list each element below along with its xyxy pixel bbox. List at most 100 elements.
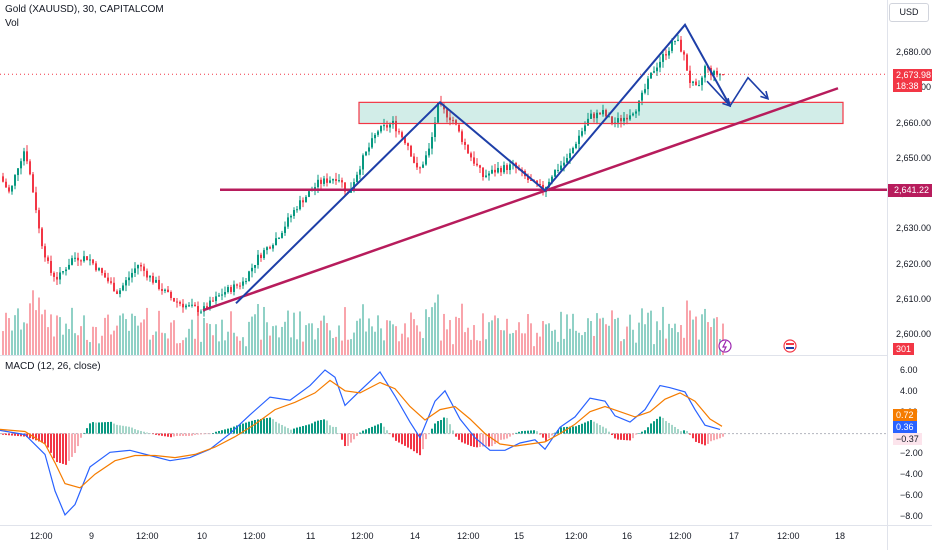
candle-body bbox=[8, 187, 10, 192]
macd-hist-bar bbox=[659, 416, 661, 434]
candle-body bbox=[467, 144, 469, 154]
volume-bar bbox=[284, 321, 286, 355]
macd-hist-bar bbox=[473, 433, 475, 447]
volume-bar bbox=[626, 326, 628, 355]
candle-body bbox=[620, 118, 622, 122]
volume-bar bbox=[26, 323, 28, 355]
volume-bar bbox=[2, 331, 4, 355]
price-tick-label: 2,680.00 bbox=[896, 47, 932, 57]
volume-bar bbox=[200, 341, 202, 355]
currency-button[interactable]: USD bbox=[889, 3, 929, 22]
candle-body bbox=[389, 124, 391, 128]
candle-body bbox=[722, 74, 724, 76]
volume-bar bbox=[236, 336, 238, 355]
macd-hist-bar bbox=[554, 432, 556, 434]
candle-body bbox=[563, 162, 565, 166]
volume-bar bbox=[257, 304, 259, 355]
volume-bar bbox=[344, 307, 346, 355]
volume-bar bbox=[302, 341, 304, 355]
volume-bar bbox=[329, 330, 331, 355]
volume-bar bbox=[554, 329, 556, 355]
macd-hist-bar bbox=[251, 420, 253, 434]
flag-stripe bbox=[786, 347, 794, 349]
candle-body bbox=[212, 300, 214, 302]
candle-body bbox=[443, 104, 445, 110]
candle-body bbox=[254, 264, 256, 268]
volume-bar bbox=[437, 294, 439, 355]
price-tick-label: 2,630.00 bbox=[896, 223, 932, 234]
candle-body bbox=[668, 50, 670, 56]
volume-bar bbox=[218, 341, 220, 355]
volume-bar bbox=[191, 319, 193, 355]
candle-body bbox=[554, 170, 556, 177]
volume-bar bbox=[245, 346, 247, 355]
volume-bar bbox=[287, 310, 289, 355]
volume-bar bbox=[248, 321, 250, 355]
macd-hist-bar bbox=[470, 433, 472, 447]
candle-body bbox=[146, 270, 148, 278]
candle-body bbox=[200, 311, 202, 313]
volume-bar bbox=[62, 334, 64, 355]
macd-tick-label: −2.00 bbox=[900, 448, 923, 459]
macd-hist-bar bbox=[437, 421, 439, 434]
candle-body bbox=[35, 192, 37, 211]
volume-bar bbox=[521, 333, 523, 355]
macd-hist-bar bbox=[23, 433, 25, 437]
volume-bar bbox=[548, 323, 550, 355]
macd-hist-bar bbox=[536, 431, 538, 434]
candle-body bbox=[188, 305, 190, 307]
volume-bar bbox=[692, 319, 694, 355]
macd-hist-bar bbox=[113, 423, 115, 434]
volume-bar bbox=[260, 339, 262, 355]
macd-hist-bar bbox=[440, 420, 442, 434]
candle-body bbox=[395, 120, 397, 132]
macd-hist-bar bbox=[368, 428, 370, 434]
candle-body bbox=[320, 179, 322, 184]
candle-body bbox=[536, 180, 538, 184]
macd-hist-bar bbox=[173, 433, 175, 437]
candle-body bbox=[656, 67, 658, 72]
candle-body bbox=[287, 217, 289, 227]
time-tick-label: 18 bbox=[835, 531, 846, 541]
candle-body bbox=[551, 176, 553, 182]
candle-body bbox=[677, 39, 679, 41]
volume-bar bbox=[467, 327, 469, 355]
macd-hist-bar bbox=[506, 433, 508, 439]
volume-bar bbox=[455, 316, 457, 355]
macd-hist-bar bbox=[545, 433, 547, 441]
candle-body bbox=[128, 277, 130, 281]
macd-hist-bar bbox=[401, 433, 403, 445]
candle-body bbox=[155, 279, 157, 283]
candle-body bbox=[59, 272, 61, 280]
volume-bar bbox=[107, 314, 109, 355]
candle-body bbox=[368, 147, 370, 152]
macd-hist-bar bbox=[92, 422, 94, 434]
candle-body bbox=[701, 77, 703, 86]
volume-bar bbox=[422, 338, 424, 355]
time-tick-label: 12:00 bbox=[30, 531, 53, 541]
macd-hist-bar bbox=[47, 433, 49, 448]
macd-hist-bar bbox=[326, 420, 328, 434]
macd-signal-badge: 0.72 bbox=[893, 409, 917, 421]
macd-hist-bar bbox=[38, 433, 40, 442]
volume-bar bbox=[296, 339, 298, 355]
macd-hist-bar bbox=[551, 433, 553, 436]
volume-bar bbox=[533, 346, 535, 355]
candle-body bbox=[65, 269, 67, 272]
volume-bar bbox=[128, 330, 130, 355]
macd-hist-bar bbox=[371, 426, 373, 434]
volume-bar bbox=[290, 337, 292, 355]
projection-arrowhead bbox=[722, 97, 732, 108]
macd-hist-bar bbox=[14, 433, 16, 436]
volume-bar bbox=[278, 337, 280, 355]
volume-bar bbox=[221, 319, 223, 355]
volume-bar bbox=[338, 325, 340, 355]
macd-hist-bar bbox=[77, 433, 79, 447]
macd-hist-bar bbox=[722, 433, 724, 437]
volume-bar bbox=[716, 317, 718, 355]
volume-bar bbox=[608, 325, 610, 355]
candle-body bbox=[575, 143, 577, 149]
candle-body bbox=[596, 112, 598, 119]
macd-hist-bar bbox=[434, 423, 436, 434]
